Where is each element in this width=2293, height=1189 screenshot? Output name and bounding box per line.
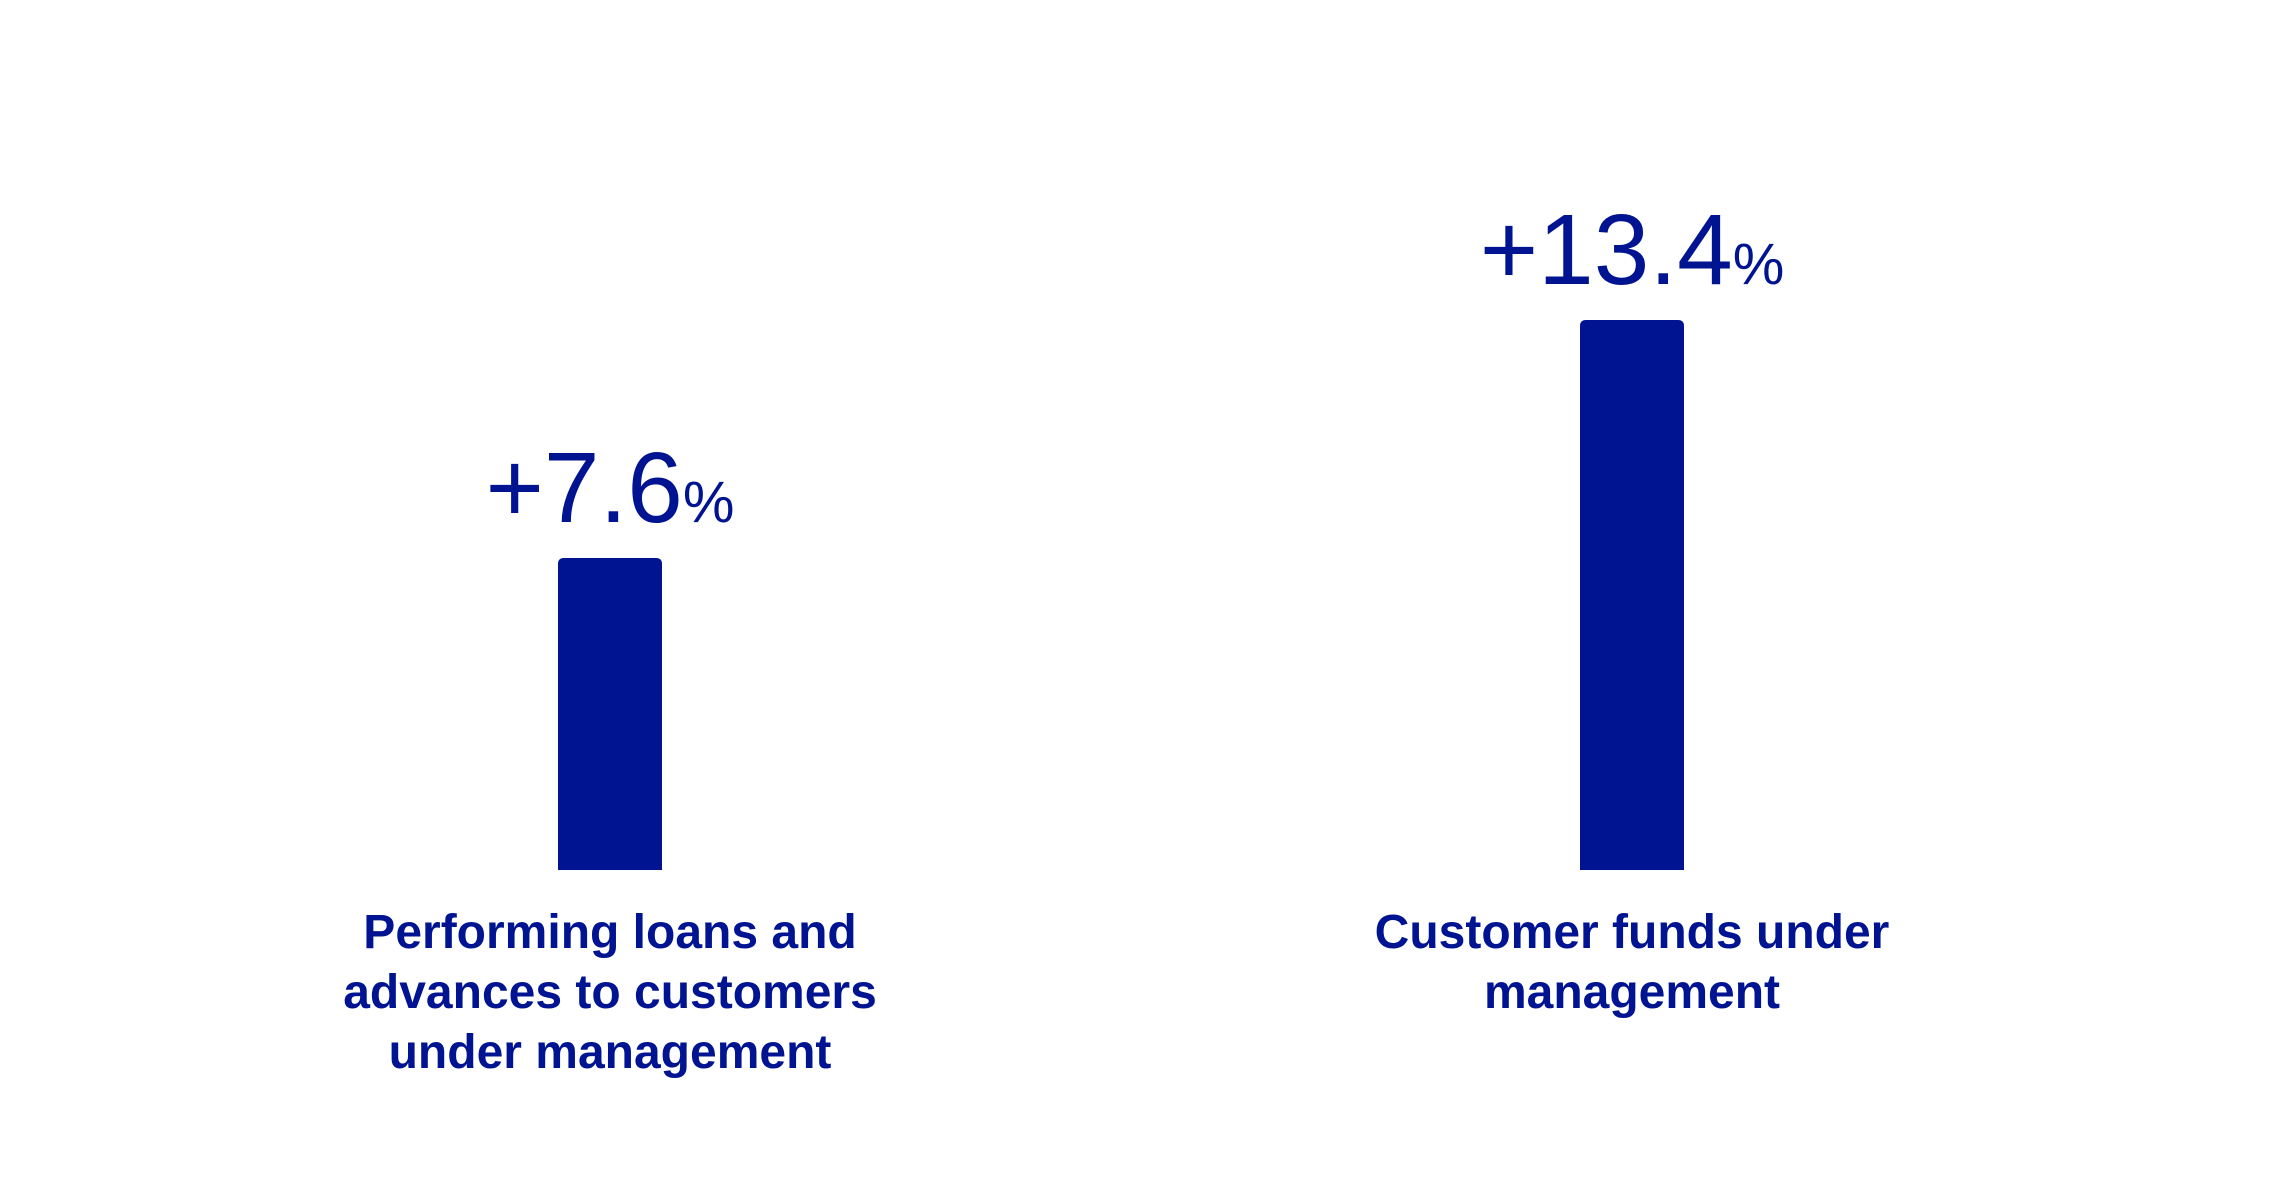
category-label-line: management — [1484, 966, 1780, 1019]
bar-value-label-1: +13.4% — [1480, 194, 1785, 306]
category-label-line: Customer funds under — [1375, 906, 1890, 959]
category-label-0: Performing loans and advances to customer… — [343, 906, 877, 1079]
category-label-line: advances to customers — [343, 966, 877, 1019]
bar-1 — [1580, 320, 1684, 870]
bar-0 — [558, 558, 662, 870]
bar-value-unit-0: % — [683, 470, 735, 535]
category-label-line: under management — [389, 1026, 832, 1079]
category-label-1: Customer funds under management — [1375, 906, 1890, 1019]
bar-value-label-0: +7.6% — [486, 432, 735, 544]
bar-value-number-1: +13.4 — [1480, 194, 1733, 306]
bar-value-unit-1: % — [1733, 232, 1785, 297]
category-label-line: Performing loans and — [363, 906, 856, 959]
bar-value-number-0: +7.6 — [486, 432, 683, 544]
